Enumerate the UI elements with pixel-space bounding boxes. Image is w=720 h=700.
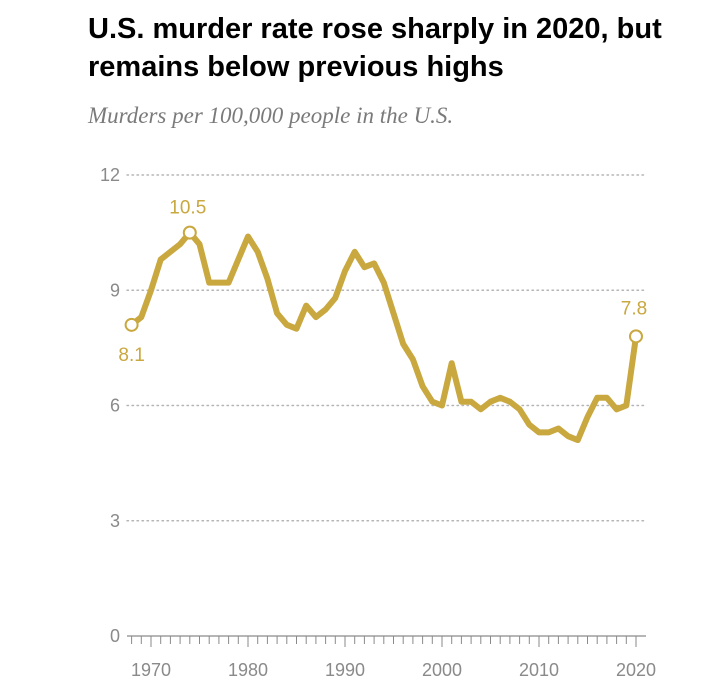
series-line-0 xyxy=(128,229,639,444)
x-tick-label-1970: 1970 xyxy=(131,660,171,680)
y-tick-label-6: 6 xyxy=(110,396,120,416)
y-tick-label-12: 12 xyxy=(100,165,120,185)
x-tick-label-2020: 2020 xyxy=(616,660,656,680)
data-label-1968: 8.1 xyxy=(118,345,144,366)
data-label-2020: 7.8 xyxy=(621,298,647,319)
data-label-1974: 10.5 xyxy=(169,198,206,219)
data-point-marker-1974 xyxy=(182,225,197,240)
chart-subtitle: Murders per 100,000 people in the U.S. xyxy=(88,103,454,128)
x-tick-label-2000: 2000 xyxy=(422,660,462,680)
data-point-marker-1968 xyxy=(124,317,139,332)
y-tick-label-3: 3 xyxy=(110,511,120,531)
y-tick-label-0: 0 xyxy=(110,626,120,646)
chart-title: U.S. murder rate rose sharply in 2020, b… xyxy=(88,13,662,83)
x-tick-label-2010: 2010 xyxy=(519,660,559,680)
x-tick-label-1990: 1990 xyxy=(325,660,365,680)
data-point-marker-2020 xyxy=(629,329,643,344)
x-tick-label-1980: 1980 xyxy=(228,660,268,680)
y-tick-label-9: 9 xyxy=(110,280,120,300)
